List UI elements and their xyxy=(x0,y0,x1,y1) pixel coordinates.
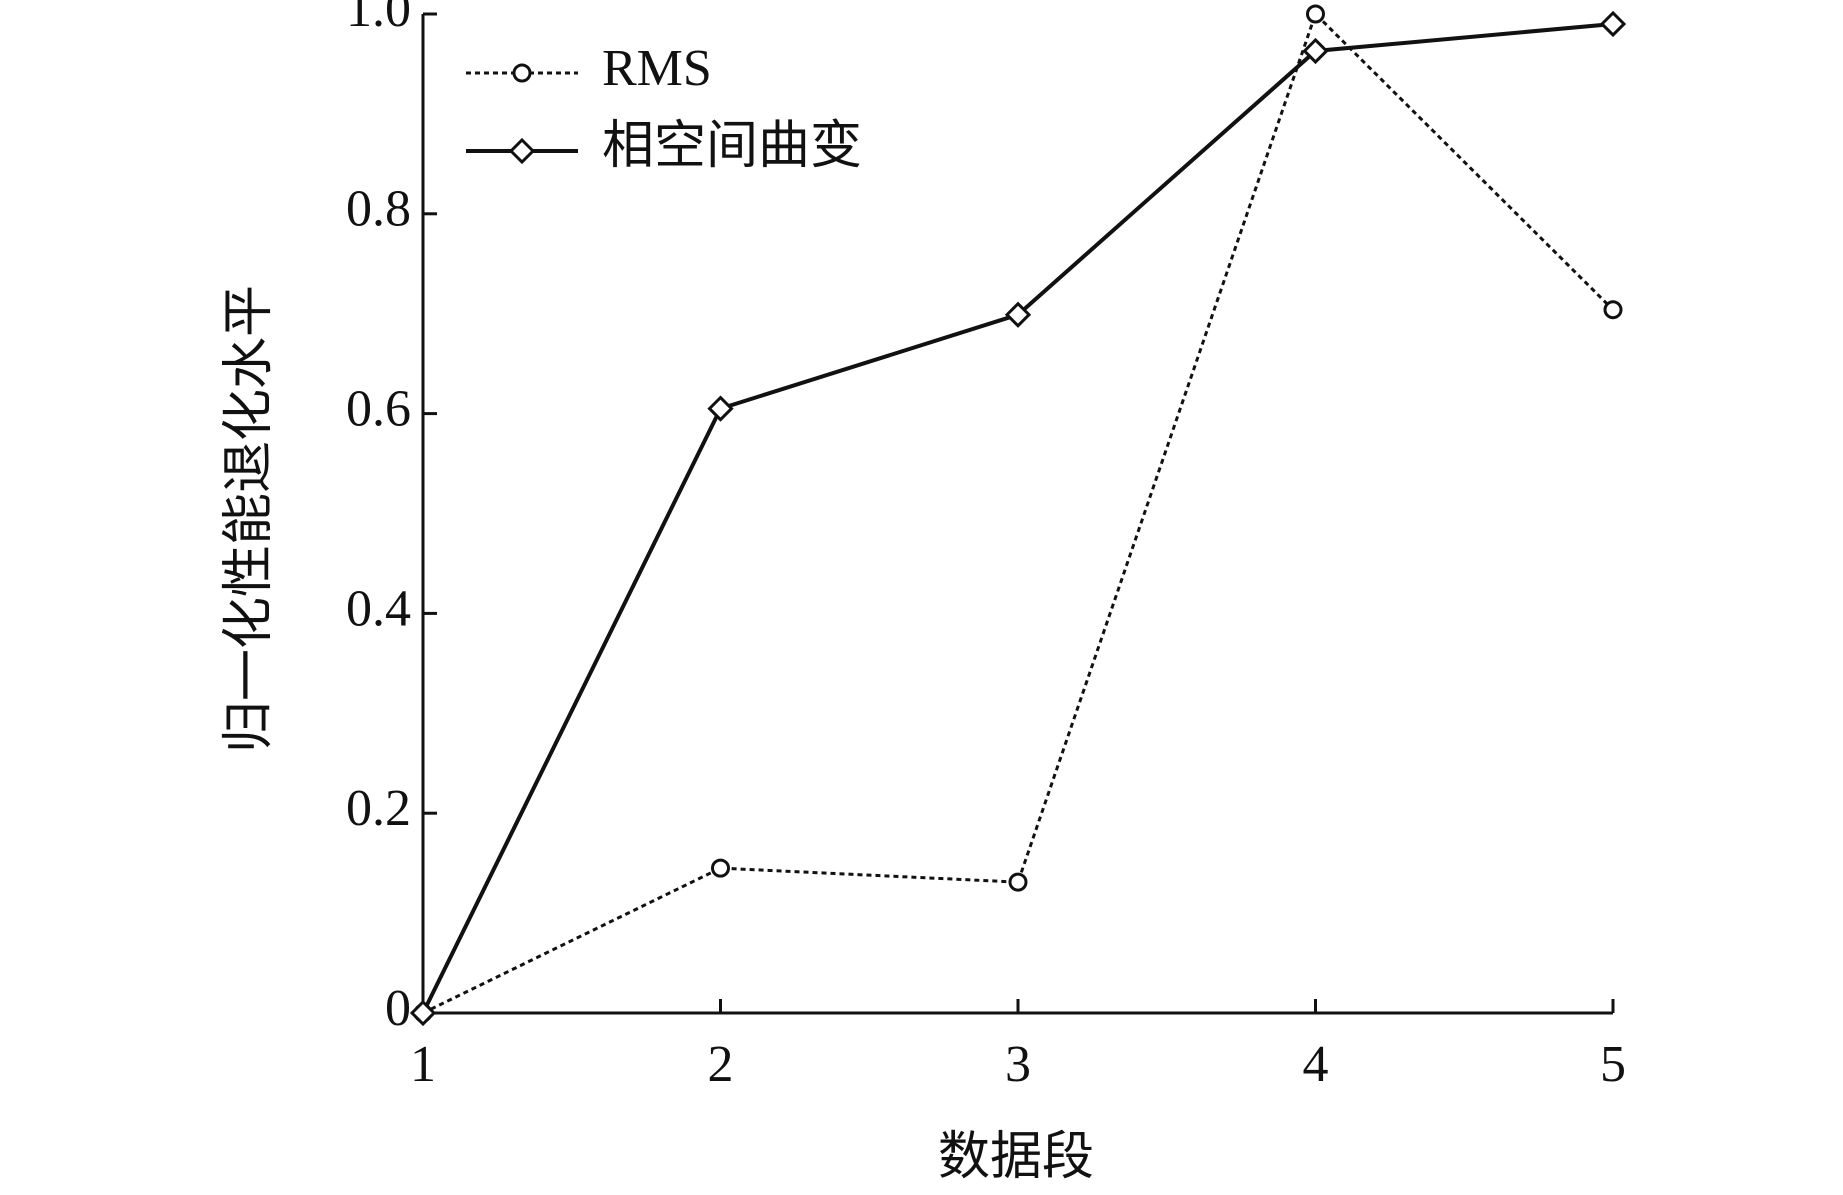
legend-label: 相空间曲变 xyxy=(602,118,862,175)
x-tick-label: 2 xyxy=(708,1036,734,1093)
y-tick-label: 0 xyxy=(385,980,411,1037)
x-tick-label: 4 xyxy=(1303,1036,1329,1093)
legend-label: RMS xyxy=(602,40,712,97)
point xyxy=(1599,10,1627,38)
y-tick-label: 0.2 xyxy=(346,780,411,837)
y-tick-label: 1.0 xyxy=(346,0,411,38)
point xyxy=(1004,301,1032,328)
point xyxy=(1306,4,1325,24)
legend-marker xyxy=(512,63,532,83)
x-tick-label: 5 xyxy=(1600,1036,1626,1093)
x-tick-label: 1 xyxy=(410,1036,436,1093)
point xyxy=(1008,872,1028,892)
y-tick-label: 0.4 xyxy=(346,580,411,637)
point xyxy=(1302,37,1329,65)
x-axis-label: 数据段 xyxy=(938,1129,1094,1186)
y-axis-label: 归一化性能退化水平 xyxy=(221,285,278,753)
y-tick-label: 0.6 xyxy=(346,381,411,438)
point xyxy=(409,999,437,1027)
point xyxy=(711,858,730,878)
x-tick-label: 3 xyxy=(1005,1036,1031,1093)
series-line xyxy=(422,11,1615,1015)
point xyxy=(1603,300,1623,320)
legend-marker xyxy=(508,137,536,165)
y-tick-label: 0.8 xyxy=(346,181,411,238)
point xyxy=(707,395,734,422)
